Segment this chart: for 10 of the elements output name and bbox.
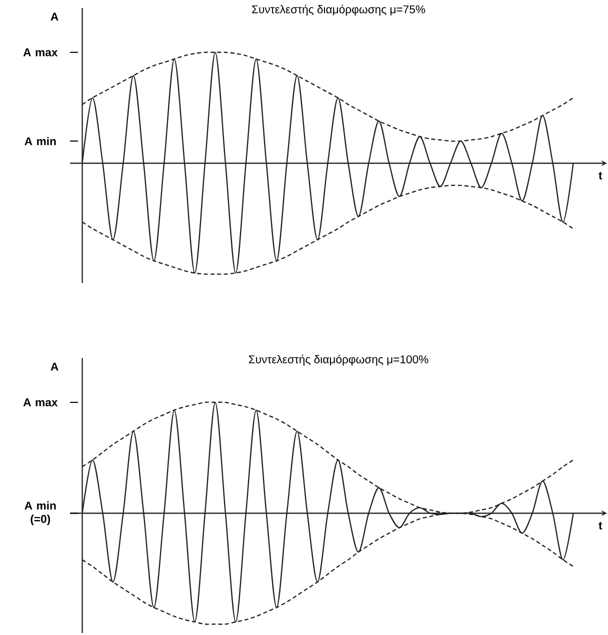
text: A min [24, 136, 56, 146]
x-axis-title: t [598, 522, 602, 530]
text: A max [23, 48, 58, 56]
x-axis-title: t [598, 172, 602, 180]
text: A min (=0) [24, 501, 56, 526]
y-axis-title: A [50, 12, 58, 20]
y-axis-title: A [50, 362, 58, 371]
chart-title: Συντελεστής διαμόρφωσης μ=75% [252, 4, 426, 16]
chart-title: Συντελεστής διαμόρφωσης μ=100% [248, 354, 428, 366]
text: A max [23, 398, 58, 406]
